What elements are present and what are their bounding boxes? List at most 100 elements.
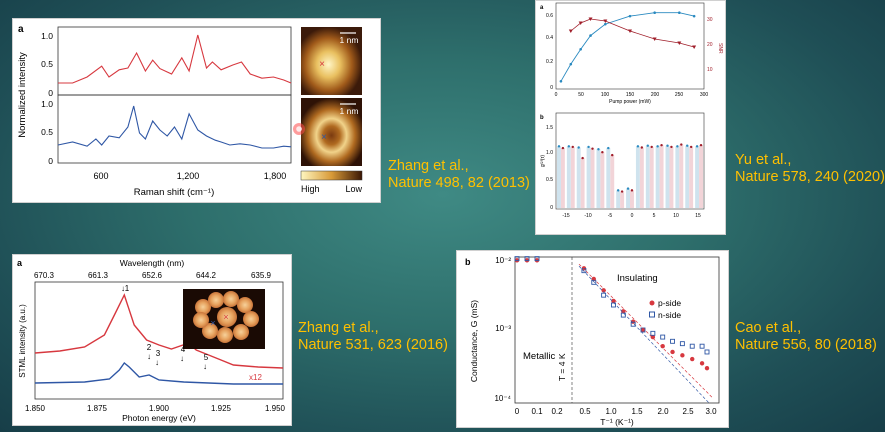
metallic-n-point <box>524 256 530 262</box>
cond-series <box>514 256 713 404</box>
yu-red-bar <box>570 146 575 208</box>
yu-rtick-1: 30 <box>707 17 713 23</box>
stml-toptick-1: 670.3 <box>34 271 55 280</box>
cond-panel-label: b <box>465 257 471 267</box>
yu-red-dot <box>601 150 604 154</box>
yu-blue-bar <box>635 146 640 208</box>
yu-bar-ytick-2: 1.0 <box>546 150 553 156</box>
n-side-point <box>679 341 685 347</box>
yu-red-triangle <box>692 45 697 49</box>
yu-blue-bar <box>596 149 601 208</box>
peak-label-2: 2 <box>147 343 152 352</box>
yu-red-dot <box>689 145 693 149</box>
n-side-point <box>704 349 710 355</box>
yu-red-dot <box>660 143 663 147</box>
citation-cao-2018: Cao et al., Nature 556, 80 (2018) <box>735 320 877 354</box>
yu-top-axes <box>555 2 705 90</box>
peak-label-3: 3 <box>156 349 161 358</box>
p-side-point <box>680 353 685 358</box>
raman-blue-line <box>57 105 292 149</box>
cond-xtick-4: 1.0 <box>605 407 617 416</box>
conductance-chart: b T = 4 K Insulating Metallic p-side n-s… <box>465 256 720 427</box>
yu-bar-xtick-7: 15 <box>695 213 701 219</box>
stml-blue-line <box>34 361 283 385</box>
stml-top-axis-title: Wavelength (nm) <box>120 258 185 268</box>
n-side-point <box>601 292 607 298</box>
yu-blue-dot <box>587 145 590 149</box>
yu-blue-point <box>569 62 573 66</box>
peak-arrow-1-icon: ↓ <box>121 284 125 293</box>
insulating-label: Insulating <box>617 273 658 284</box>
scale-label-bottom: 1 nm <box>340 106 359 116</box>
yu-red-dot <box>680 143 683 146</box>
yu-red-bar <box>649 146 654 208</box>
p-side-point <box>690 356 695 362</box>
peak-arrow-4-icon: ↓ <box>180 354 184 363</box>
yu-blue-dot <box>597 148 600 151</box>
yu-blue-dot <box>676 145 679 148</box>
yu-xtick-0: 0 <box>555 92 558 98</box>
yu-blue-bar <box>655 146 660 208</box>
stml-toptick-5: 635.9 <box>251 271 272 280</box>
legend-n-marker-icon <box>649 311 655 318</box>
legend-p-side: p-side <box>658 298 681 308</box>
yu-red-dot <box>640 146 644 149</box>
yu-blue-dot <box>656 145 659 148</box>
yu-red-triangle <box>677 41 682 45</box>
yu-blue-dot <box>577 146 580 149</box>
p-side-point <box>704 365 710 371</box>
colorbar-high: High <box>301 184 320 194</box>
yu-red-bar <box>610 155 615 208</box>
yu-xtick-6: 300 <box>700 92 709 98</box>
molecule-icon <box>193 291 259 343</box>
yu-blue-point <box>604 22 607 26</box>
yu-blue-dot <box>626 187 630 190</box>
scale-label-top: 1 nm <box>340 35 359 45</box>
stml-toptick-4: 644.2 <box>196 271 217 280</box>
peak-arrow-3-icon: ↓ <box>155 358 159 367</box>
yu-bar-xtick-6: 10 <box>673 213 679 219</box>
yu-bottom-axes <box>555 112 705 210</box>
raman-figure-panel: a 1.0 0.5 0 1.0 0.5 0 600 1,200 1,800 Ra… <box>12 18 381 203</box>
stml-xlabel: Photon energy (eV) <box>122 413 196 423</box>
citation-zhang-2013: Zhang et al., Nature 498, 82 (2013) <box>388 158 530 192</box>
cond-xlabel: T⁻¹ (K⁻¹) <box>600 417 634 427</box>
p-side-point <box>621 309 626 314</box>
yu-red-dot <box>561 146 565 150</box>
stml-chart: a Wavelength (nm) 670.3 661.3 652.6 644.… <box>17 258 286 423</box>
yu-red-dot <box>591 147 594 150</box>
cond-xtick-1: 0.1 <box>531 407 543 416</box>
raman-xtick-2: 1,200 <box>177 171 200 181</box>
yu-blue-bar <box>695 146 700 208</box>
yu-blue-point <box>678 11 681 15</box>
yu-blue-bar <box>606 148 611 208</box>
conductance-figure-panel: b T = 4 K Insulating Metallic p-side n-s… <box>456 250 729 428</box>
yu-red-dot <box>581 156 584 160</box>
n-side-point <box>689 343 695 349</box>
metallic-label: Metallic <box>523 351 555 362</box>
cond-xtick-7: 2.5 <box>682 407 694 416</box>
stm-image-top <box>301 27 362 95</box>
cond-xtick-3: 0.5 <box>579 407 591 416</box>
raman-red-line <box>58 34 292 84</box>
n-side-point <box>699 343 705 349</box>
yu-red-dot <box>630 189 634 192</box>
stml-axes <box>34 281 284 400</box>
yu-blue-bar <box>557 146 561 208</box>
yu-blue-dot <box>646 144 649 147</box>
yu-blue-bar <box>645 145 650 208</box>
yu-red-triangle <box>603 19 608 23</box>
yu-red-triangle <box>628 29 632 33</box>
yu-blue-dot <box>616 189 620 192</box>
n-side-point <box>611 302 616 308</box>
yu-xtick-5: 250 <box>675 92 684 98</box>
yu-bar-xtick-1: -15 <box>562 213 569 219</box>
yu-blue-bar <box>685 145 690 208</box>
cond-xtick-0: 0 <box>515 407 520 416</box>
cond-xtick-5: 1.5 <box>631 407 643 416</box>
red-marker-icon: × <box>319 59 325 70</box>
yu-red-dot <box>620 190 624 193</box>
yu-blue-bar <box>586 146 591 208</box>
cond-ylabel: Conductance, G (mS) <box>469 300 479 382</box>
yu-red-bar <box>590 148 595 208</box>
